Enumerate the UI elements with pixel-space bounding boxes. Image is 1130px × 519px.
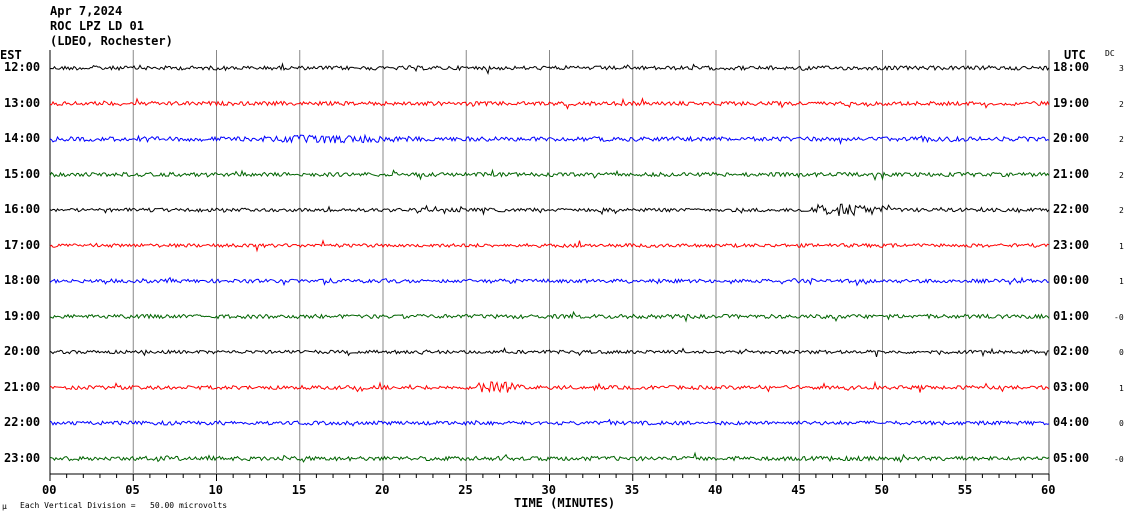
x-tick-label: 45: [791, 483, 806, 497]
x-tick-label: 20: [375, 483, 390, 497]
est-label: 12:00: [4, 60, 41, 74]
trace-1200: [49, 62, 1050, 76]
x-tick-label: 00: [42, 483, 57, 497]
trace-1400: [49, 133, 1050, 146]
x-tick-label: 50: [874, 483, 889, 497]
dc-value: 2: [1119, 206, 1124, 215]
trace-1500: [49, 168, 1050, 182]
trace-2200: [49, 418, 1050, 427]
utc-axis-title: UTC: [1064, 48, 1086, 62]
microvolt-icon: μ: [2, 502, 7, 511]
dc-value: -0: [1114, 312, 1124, 322]
trace-1800: [49, 276, 1050, 287]
dc-value: 2: [1119, 170, 1124, 180]
dc-value: 0: [1119, 348, 1124, 357]
x-tick-label: 35: [624, 483, 640, 497]
utc-label: 00:00: [1053, 273, 1090, 287]
utc-label: 05:00: [1053, 450, 1090, 465]
est-label: 13:00: [4, 95, 41, 110]
dc-value: -0: [1114, 454, 1124, 464]
est-label: 17:00: [4, 237, 41, 252]
est-label: 16:00: [4, 202, 41, 216]
dc-value: 1: [1119, 277, 1124, 286]
utc-label: 23:00: [1053, 237, 1090, 252]
est-label: 23:00: [4, 450, 41, 465]
utc-label: 19:00: [1053, 95, 1090, 110]
dc-value: 2: [1119, 135, 1124, 144]
x-tick-label: 60: [1041, 483, 1056, 497]
x-tick-label: 10: [208, 483, 223, 497]
utc-label: 20:00: [1053, 131, 1090, 145]
est-label: 15:00: [4, 166, 41, 181]
utc-label: 03:00: [1053, 379, 1090, 394]
est-label: 19:00: [4, 308, 41, 323]
scale-text: Each Vertical Division = 50.00 microvolt…: [20, 501, 228, 510]
x-tick-label: 15: [291, 483, 307, 497]
utc-label: 22:00: [1053, 202, 1090, 216]
trace-1300: [49, 96, 1050, 110]
network-label: (LDEO, Rochester): [50, 34, 173, 48]
x-tick-label: 05: [125, 483, 140, 497]
utc-label: 18:00: [1053, 60, 1090, 74]
x-tick-label: 40: [708, 483, 723, 497]
trace-1600: [49, 203, 1050, 217]
utc-label: 02:00: [1053, 344, 1090, 358]
station-label: ROC LPZ LD 01: [50, 19, 144, 33]
utc-label: 01:00: [1053, 308, 1090, 323]
dc-value: 2: [1119, 99, 1124, 109]
x-tick-label: 55: [957, 483, 973, 497]
est-axis-title: EST: [0, 48, 22, 62]
dc-value: 1: [1119, 241, 1124, 251]
trace-1700: [49, 239, 1050, 253]
trace-2000: [49, 347, 1050, 358]
est-label: 20:00: [4, 344, 41, 358]
dc-title: DC: [1105, 49, 1115, 58]
trace-1900: [49, 310, 1050, 323]
est-label: 14:00: [4, 131, 41, 145]
est-label: 18:00: [4, 273, 41, 287]
trace-2100: [49, 380, 1050, 394]
trace-2300: [49, 451, 1050, 464]
x-tick-label: 30: [541, 483, 556, 497]
date-label: Apr 7,2024: [50, 4, 123, 18]
dc-value: 0: [1119, 419, 1124, 428]
dc-value: 3: [1119, 64, 1124, 73]
x-axis-label: TIME (MINUTES): [514, 496, 616, 510]
dc-value: 1: [1119, 383, 1124, 393]
utc-label: 21:00: [1053, 166, 1090, 181]
x-tick-label: 25: [458, 483, 473, 497]
utc-label: 04:00: [1053, 415, 1090, 429]
est-label: 21:00: [4, 379, 41, 394]
est-label: 22:00: [4, 415, 41, 429]
